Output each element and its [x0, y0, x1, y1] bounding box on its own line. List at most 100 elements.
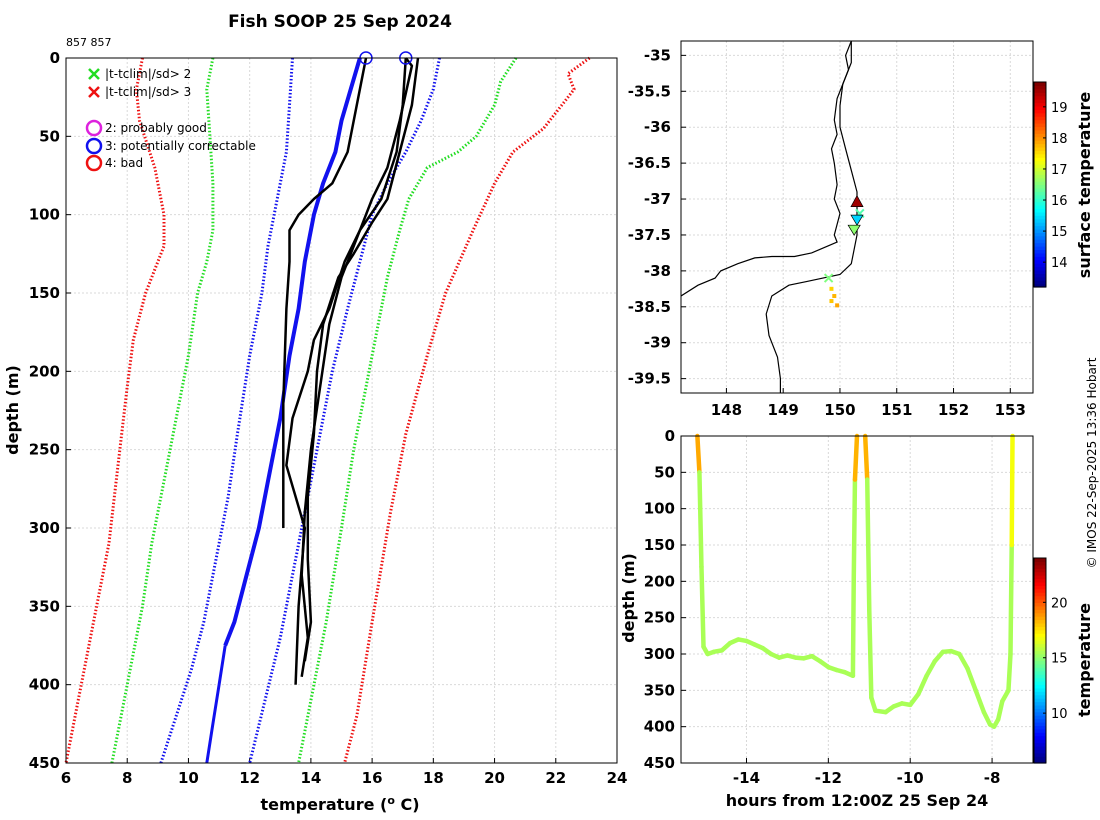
colorbar-swatch — [1034, 592, 1046, 597]
profile-ytick-label: 400 — [29, 676, 60, 694]
colorbar-swatch — [1034, 269, 1046, 274]
map-ytick-label: -36 — [644, 118, 671, 136]
colorbar-tick-label: 15 — [1051, 225, 1068, 240]
surface-temperature-colorbar: 14 15 16 17 18 19 — [1033, 81, 1068, 288]
map-ytick-label: -36.5 — [628, 154, 671, 172]
profile-xtick-label: 24 — [607, 769, 628, 787]
track-segment — [1008, 542, 1014, 657]
colorbar-swatch — [1034, 273, 1046, 278]
map-ytick-label: -38.5 — [628, 298, 671, 316]
map-xtick-label: 149 — [768, 401, 799, 419]
colorbar-swatch — [1034, 109, 1046, 114]
colorbar-swatch — [1034, 198, 1046, 203]
track-segment — [1006, 651, 1013, 693]
profile-ytick-label: 0 — [50, 49, 60, 67]
colorbar-swatch — [1034, 667, 1046, 672]
timeseries-xlabel: hours from 12:00Z 25 Sep 24 — [726, 791, 988, 810]
timeseries-xtick-label: -10 — [897, 769, 924, 787]
colorbar-swatch — [1034, 170, 1046, 175]
colorbar-swatch — [1034, 222, 1046, 227]
map-ytick-label: -35 — [644, 46, 671, 64]
colorbar-swatch — [1034, 235, 1046, 240]
colorbar-swatch — [1034, 194, 1046, 199]
colorbar-swatch — [1034, 249, 1046, 254]
colorbar-swatch — [1034, 660, 1046, 665]
colorbar-swatch — [1034, 578, 1046, 583]
track-segment — [957, 651, 970, 671]
track-segment — [850, 579, 856, 679]
colorbar-swatch — [1034, 160, 1046, 165]
track-segment — [965, 666, 978, 693]
legend-marker-x — [88, 86, 100, 98]
timeseries-ytick-label: 350 — [644, 681, 675, 699]
profile-xtick-label: 6 — [61, 769, 71, 787]
colorbar-swatch — [1034, 619, 1046, 624]
colorbar-swatch — [1034, 663, 1046, 668]
colorbar-swatch — [1034, 116, 1046, 121]
legend-label: 4: bad — [105, 156, 143, 170]
colorbar-swatch — [1034, 146, 1046, 151]
colorbar-swatch — [1034, 208, 1046, 213]
colorbar-swatch — [1034, 123, 1046, 128]
track-segment — [862, 433, 870, 482]
colorbar-swatch — [1034, 218, 1046, 223]
timeseries-xtick-label: -12 — [815, 769, 842, 787]
colorbar-swatch — [1034, 266, 1046, 271]
coastline — [765, 41, 858, 393]
colorbar-swatch — [1034, 263, 1046, 268]
colorbar-swatch — [1034, 150, 1046, 155]
series-clim-3sd — [343, 56, 591, 764]
colorbar-swatch — [1034, 636, 1046, 641]
map-point — [829, 286, 834, 291]
colorbar-swatch — [1034, 187, 1046, 192]
legend-label: 3: potentially correctable — [105, 139, 256, 153]
colorbar-swatch — [1034, 136, 1046, 141]
colorbar-swatch — [1034, 646, 1046, 651]
legend-label: 2: probably good — [105, 121, 207, 135]
map-ytick-label: -38 — [644, 262, 671, 280]
colorbar-swatch — [1034, 177, 1046, 182]
map-point — [847, 224, 861, 236]
profile-ytick-label: 250 — [29, 441, 60, 459]
colorbar-swatch — [1034, 602, 1046, 607]
map-point — [829, 299, 834, 304]
colorbar-swatch — [1034, 715, 1046, 720]
colorbar-swatch — [1034, 616, 1046, 621]
colorbar-swatch — [1034, 211, 1046, 216]
watermark: © IMOS 22-Sep-2025 13:36 Hobart — [1085, 357, 1099, 568]
timeseries-ytick-label: 400 — [644, 718, 675, 736]
colorbar-swatch — [1034, 143, 1046, 148]
track-segment — [907, 691, 921, 708]
series-clim-1sd — [159, 57, 294, 764]
colorbar-swatch — [1034, 599, 1046, 604]
colorbar-swatch — [1034, 232, 1046, 237]
colorbar-swatch — [1034, 756, 1046, 761]
colorbar-swatch — [1034, 215, 1046, 220]
map-ytick-label: -39 — [644, 334, 671, 352]
profile-xlabel: temperature (o C) — [260, 794, 419, 814]
colorbar-swatch — [1034, 575, 1046, 580]
profile-ylabel: depth (m) — [3, 365, 22, 455]
colorbar-swatch — [1034, 626, 1046, 631]
colorbar-swatch — [1034, 739, 1046, 744]
colorbar-swatch — [1034, 82, 1046, 87]
colorbar-swatch — [1034, 99, 1046, 104]
colorbar-swatch — [1034, 112, 1046, 117]
profile-xtick-label: 20 — [484, 769, 505, 787]
colorbar-swatch — [1034, 191, 1046, 196]
timeseries-xtick-label: -8 — [984, 769, 1001, 787]
colorbar-swatch — [1034, 88, 1046, 93]
legend-marker-circle — [85, 154, 103, 172]
colorbar-swatch — [1034, 581, 1046, 586]
track-segment — [695, 433, 702, 475]
colorbar-swatch — [1034, 742, 1046, 747]
colorbar-swatch — [1034, 629, 1046, 634]
series-cast-a — [282, 57, 368, 528]
map-point — [850, 214, 864, 226]
colorbar-swatch — [1034, 561, 1046, 566]
colorbar-tick-label: 15 — [1051, 652, 1068, 667]
series-cast-b — [285, 57, 414, 685]
colorbar-swatch — [1034, 140, 1046, 145]
profile-xtick-label: 22 — [545, 769, 566, 787]
